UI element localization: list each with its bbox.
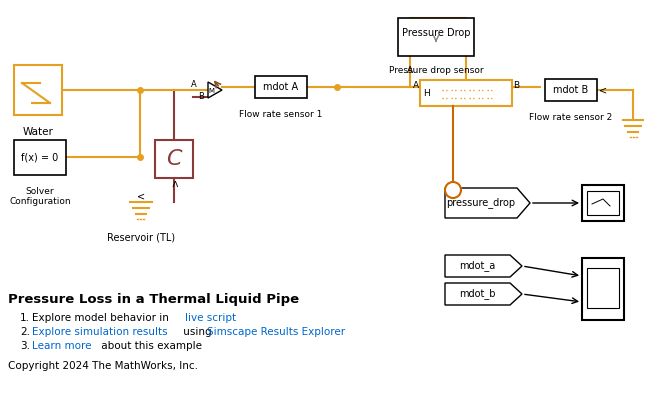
Text: <: < <box>599 85 607 95</box>
Text: Pressure Loss in a Thermal Liquid Pipe: Pressure Loss in a Thermal Liquid Pipe <box>8 293 299 306</box>
Text: 1.: 1. <box>20 313 30 323</box>
Bar <box>420 80 512 106</box>
Text: Simscape Results Explorer: Simscape Results Explorer <box>207 327 345 337</box>
Text: Flow rate sensor 1: Flow rate sensor 1 <box>239 110 323 119</box>
Bar <box>587 268 619 308</box>
Text: pressure_drop: pressure_drop <box>446 197 515 208</box>
Bar <box>398 18 474 56</box>
Circle shape <box>445 182 461 198</box>
Bar <box>14 140 66 175</box>
Text: mdot B: mdot B <box>553 85 589 95</box>
Text: A: A <box>407 65 413 74</box>
Text: f(x) = 0: f(x) = 0 <box>21 152 59 162</box>
Polygon shape <box>445 188 530 218</box>
Text: Reservoir (TL): Reservoir (TL) <box>107 232 175 242</box>
Polygon shape <box>208 82 222 98</box>
Text: mdot_a: mdot_a <box>459 260 495 271</box>
Text: live script: live script <box>185 313 236 323</box>
Text: using: using <box>180 327 215 337</box>
Bar <box>14 65 62 115</box>
Text: Flow rate sensor 2: Flow rate sensor 2 <box>529 113 612 122</box>
Text: C: C <box>166 149 182 169</box>
Text: Explore model behavior in: Explore model behavior in <box>32 313 172 323</box>
Text: 3.: 3. <box>20 341 30 351</box>
Polygon shape <box>445 255 522 277</box>
Bar <box>582 258 624 320</box>
Text: A: A <box>413 80 419 89</box>
Bar <box>545 79 597 101</box>
Polygon shape <box>445 283 522 305</box>
Text: 2.: 2. <box>20 327 30 337</box>
Text: A: A <box>191 80 197 89</box>
Text: mdot A: mdot A <box>263 82 299 92</box>
Text: B: B <box>513 80 519 89</box>
Text: mdot_b: mdot_b <box>459 288 495 299</box>
Text: about this example: about this example <box>98 341 202 351</box>
Text: Explore simulation results: Explore simulation results <box>32 327 168 337</box>
Text: <: < <box>137 191 145 201</box>
Bar <box>587 191 619 215</box>
Text: Water: Water <box>23 127 54 137</box>
Text: Pressure Drop: Pressure Drop <box>402 28 470 38</box>
Text: M: M <box>208 88 214 94</box>
Text: Pressure drop sensor: Pressure drop sensor <box>389 66 483 75</box>
Text: Copyright 2024 The MathWorks, Inc.: Copyright 2024 The MathWorks, Inc. <box>8 361 198 371</box>
Text: <: < <box>169 180 179 188</box>
Text: Solver
Configuration: Solver Configuration <box>9 187 71 206</box>
Bar <box>582 185 624 221</box>
Text: Learn more: Learn more <box>32 341 92 351</box>
Text: B: B <box>198 91 204 100</box>
Text: H: H <box>423 89 430 97</box>
Bar <box>155 140 193 178</box>
Bar <box>255 76 307 98</box>
